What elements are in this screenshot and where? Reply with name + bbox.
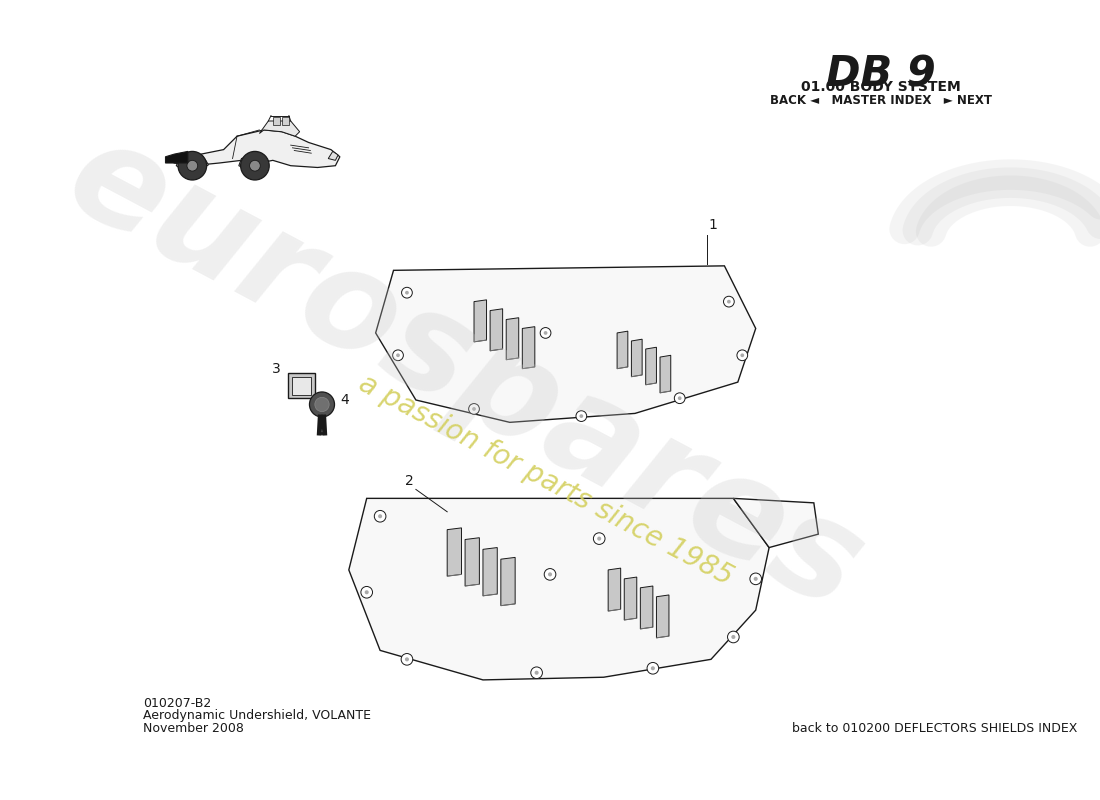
Polygon shape <box>288 373 315 398</box>
Polygon shape <box>631 339 642 377</box>
Polygon shape <box>176 153 208 171</box>
Circle shape <box>754 577 758 581</box>
Polygon shape <box>506 318 519 360</box>
Circle shape <box>651 666 654 670</box>
Circle shape <box>396 354 400 357</box>
Circle shape <box>250 160 261 171</box>
Circle shape <box>405 291 409 294</box>
Circle shape <box>724 296 734 307</box>
Text: 2: 2 <box>405 474 414 488</box>
Circle shape <box>540 327 551 338</box>
Circle shape <box>531 667 542 678</box>
Polygon shape <box>239 155 268 170</box>
Polygon shape <box>165 151 188 163</box>
Circle shape <box>535 670 539 674</box>
Circle shape <box>315 398 329 412</box>
Circle shape <box>374 510 386 522</box>
Circle shape <box>178 151 207 180</box>
Text: DB 9: DB 9 <box>826 53 936 95</box>
Polygon shape <box>465 538 480 586</box>
Circle shape <box>402 654 412 665</box>
Circle shape <box>187 160 198 171</box>
Text: 010207-B2: 010207-B2 <box>143 697 211 710</box>
Polygon shape <box>646 347 657 385</box>
Circle shape <box>393 350 404 361</box>
Polygon shape <box>282 117 289 125</box>
Text: 4: 4 <box>340 393 349 407</box>
Circle shape <box>548 572 552 577</box>
Circle shape <box>365 590 369 594</box>
Polygon shape <box>734 498 818 547</box>
Circle shape <box>737 350 748 361</box>
Circle shape <box>678 396 682 400</box>
Text: November 2008: November 2008 <box>143 722 244 735</box>
Polygon shape <box>474 300 486 342</box>
Circle shape <box>469 403 480 414</box>
Text: 3: 3 <box>272 362 280 376</box>
Circle shape <box>472 407 476 411</box>
Circle shape <box>732 635 736 639</box>
Polygon shape <box>608 568 620 611</box>
Circle shape <box>241 151 270 180</box>
Polygon shape <box>640 586 653 629</box>
Circle shape <box>405 658 409 662</box>
Polygon shape <box>273 117 280 125</box>
Text: back to 010200 DEFLECTORS SHIELDS INDEX: back to 010200 DEFLECTORS SHIELDS INDEX <box>792 722 1078 735</box>
Polygon shape <box>500 558 515 606</box>
Circle shape <box>402 287 412 298</box>
Polygon shape <box>657 595 669 638</box>
Polygon shape <box>448 528 462 576</box>
Text: eurospares: eurospares <box>46 107 884 639</box>
Circle shape <box>593 533 605 545</box>
Polygon shape <box>349 498 769 680</box>
Circle shape <box>580 414 583 418</box>
Circle shape <box>727 631 739 642</box>
Circle shape <box>378 514 382 518</box>
Circle shape <box>740 354 745 357</box>
Polygon shape <box>660 355 671 393</box>
Polygon shape <box>522 326 535 369</box>
Circle shape <box>597 537 602 541</box>
Circle shape <box>543 331 548 335</box>
Circle shape <box>727 300 730 303</box>
Polygon shape <box>292 377 311 394</box>
Circle shape <box>647 662 659 674</box>
Circle shape <box>544 569 556 580</box>
Circle shape <box>674 393 685 403</box>
Polygon shape <box>617 331 628 369</box>
Circle shape <box>576 410 586 422</box>
Text: a passion for parts since 1985: a passion for parts since 1985 <box>354 370 737 591</box>
Polygon shape <box>165 130 340 167</box>
Circle shape <box>309 392 334 417</box>
Polygon shape <box>483 547 497 596</box>
Circle shape <box>361 586 373 598</box>
Text: 01.00 BODY SYSTEM: 01.00 BODY SYSTEM <box>801 80 960 94</box>
Polygon shape <box>260 121 299 136</box>
Text: 1: 1 <box>708 218 717 232</box>
Polygon shape <box>375 266 756 422</box>
Polygon shape <box>491 309 503 351</box>
Polygon shape <box>625 577 637 620</box>
Circle shape <box>750 573 761 585</box>
Polygon shape <box>328 151 338 160</box>
Text: Aerodynamic Undershield, VOLANTE: Aerodynamic Undershield, VOLANTE <box>143 710 371 722</box>
Text: BACK ◄   MASTER INDEX   ► NEXT: BACK ◄ MASTER INDEX ► NEXT <box>770 94 992 107</box>
